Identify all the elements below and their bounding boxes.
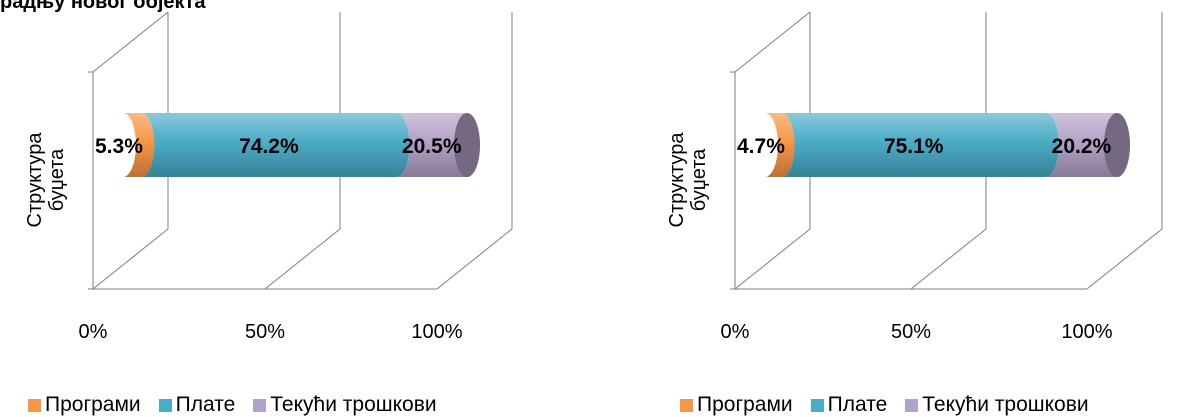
data-label: 75.1% (884, 135, 944, 158)
legend-item: Плате (810, 393, 888, 417)
legend-left: Програми Плате Текући трошкови (28, 393, 455, 417)
legend-label: Плате (175, 393, 236, 416)
legend-swatch (28, 398, 41, 412)
legend-label: Програми (45, 393, 141, 416)
legend-swatch (253, 398, 267, 412)
bar-end-cap (454, 113, 480, 177)
bar-segment-Плате (141, 113, 410, 177)
legend-label: Програми (697, 393, 793, 416)
x-tick-label: 100% (1061, 321, 1112, 343)
x-tick-label: 0% (79, 321, 108, 343)
legend-swatch (680, 398, 693, 412)
gridline-floor (436, 228, 513, 290)
bar-segment-Програми (123, 113, 155, 177)
x-tick-label: 0% (721, 321, 750, 343)
legend-item: Програми (28, 393, 141, 417)
wall-top-edge (734, 11, 811, 73)
data-label: 20.5% (402, 135, 462, 158)
legend-swatch (158, 398, 172, 412)
gridline-floor (264, 228, 341, 290)
legend-label: Текући трошкови (922, 393, 1089, 416)
gridline-floor (910, 228, 987, 290)
legend-item: Програми (680, 393, 793, 417)
y-axis-label: Структурабуџета (666, 132, 710, 228)
legend-label: Текући трошкови (270, 393, 437, 416)
bar-segment-Плате (781, 113, 1059, 177)
chart-left: 0% 50% 100% Структурабуџета 5.3% 74.2% 20.5% (24, 11, 513, 343)
data-label: 20.2% (1052, 135, 1112, 158)
wall-top-edge (92, 11, 169, 73)
data-label: 4.7% (737, 135, 785, 158)
data-label: 5.3% (95, 135, 143, 158)
legend-swatch (810, 398, 824, 412)
legend-item: Плате (158, 393, 236, 417)
gridline-floor (1086, 228, 1163, 290)
x-tick-label: 50% (891, 321, 931, 343)
x-tick-label: 50% (245, 321, 285, 343)
legend-swatch (905, 398, 919, 412)
bar-end-cap (1104, 113, 1130, 177)
data-label: 74.2% (239, 135, 299, 158)
legend-item: Текући трошкови (905, 393, 1089, 417)
page-title: радњу новог објекта (0, 0, 206, 13)
legend-label: Плате (827, 393, 888, 416)
x-tick-label: 100% (411, 321, 462, 343)
legend-right: Програми Плате Текући трошкови (680, 393, 1107, 417)
y-axis-label: Структурабуџета (24, 132, 68, 228)
bar-segment-Програми (765, 113, 795, 177)
gridline-floor (734, 228, 811, 290)
legend-item: Текући трошкови (253, 393, 437, 417)
chart-right: 0% 50% 100% Структурабуџета 4.7% 75.1% 20.2% (666, 11, 1163, 343)
gridline-floor (92, 228, 169, 290)
